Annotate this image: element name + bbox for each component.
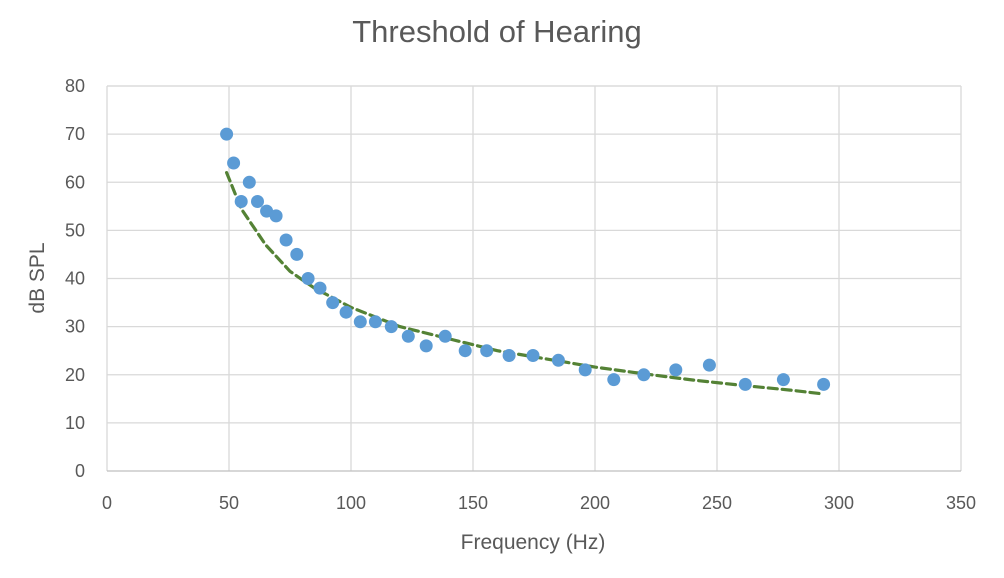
data-point bbox=[669, 363, 683, 377]
y-axis-title: dB SPL bbox=[26, 242, 49, 313]
y-tick-label: 0 bbox=[75, 461, 85, 481]
y-tick-label: 40 bbox=[65, 269, 85, 289]
data-point bbox=[269, 209, 283, 223]
x-tick-label: 100 bbox=[336, 493, 366, 513]
gridlines bbox=[106, 85, 962, 472]
data-point bbox=[438, 329, 452, 343]
x-tick-label: 300 bbox=[824, 493, 854, 513]
data-point bbox=[578, 363, 592, 377]
data-point bbox=[220, 127, 234, 141]
data-point bbox=[401, 329, 415, 343]
data-point bbox=[738, 377, 752, 391]
data-point bbox=[458, 344, 472, 358]
y-tick-label: 20 bbox=[65, 365, 85, 385]
data-point bbox=[480, 344, 494, 358]
data-point bbox=[607, 373, 621, 387]
data-point bbox=[637, 368, 651, 382]
x-tick-label: 150 bbox=[458, 493, 488, 513]
y-tick-label: 80 bbox=[65, 76, 85, 96]
y-tick-label: 10 bbox=[65, 413, 85, 433]
y-axis-ticks: 0 10 20 30 40 50 60 70 80 bbox=[65, 76, 85, 481]
data-point bbox=[326, 296, 340, 310]
data-point bbox=[234, 195, 248, 208]
data-point bbox=[242, 175, 256, 189]
y-tick-label: 70 bbox=[65, 124, 85, 144]
data-point bbox=[339, 305, 353, 319]
data-points bbox=[220, 127, 831, 391]
data-point bbox=[384, 320, 398, 334]
trendline bbox=[225, 171, 826, 396]
x-tick-label: 0 bbox=[102, 493, 112, 513]
data-point bbox=[368, 315, 382, 329]
x-tick-label: 350 bbox=[946, 493, 976, 513]
data-point bbox=[702, 358, 716, 372]
data-point bbox=[279, 233, 293, 247]
data-point bbox=[290, 247, 304, 261]
data-point bbox=[526, 349, 540, 362]
y-tick-label: 60 bbox=[65, 172, 85, 192]
data-point bbox=[551, 353, 565, 367]
x-tick-label: 50 bbox=[219, 493, 239, 513]
data-point bbox=[817, 377, 831, 391]
chart-title: Threshold of Hearing bbox=[352, 14, 642, 49]
data-point bbox=[502, 349, 516, 362]
data-point bbox=[776, 373, 790, 387]
x-axis-ticks: 0 50 100 150 200 250 300 350 bbox=[102, 493, 976, 513]
data-point bbox=[353, 315, 367, 329]
y-tick-label: 30 bbox=[65, 317, 85, 337]
data-point bbox=[227, 156, 241, 170]
x-tick-label: 250 bbox=[702, 493, 732, 513]
data-point bbox=[301, 272, 315, 285]
x-tick-label: 200 bbox=[580, 493, 610, 513]
data-point bbox=[313, 281, 327, 295]
y-tick-label: 50 bbox=[65, 220, 85, 240]
data-point bbox=[251, 195, 264, 208]
trendline-layer bbox=[225, 171, 826, 396]
x-axis-title: Frequency (Hz) bbox=[461, 531, 606, 554]
data-point bbox=[419, 339, 433, 353]
